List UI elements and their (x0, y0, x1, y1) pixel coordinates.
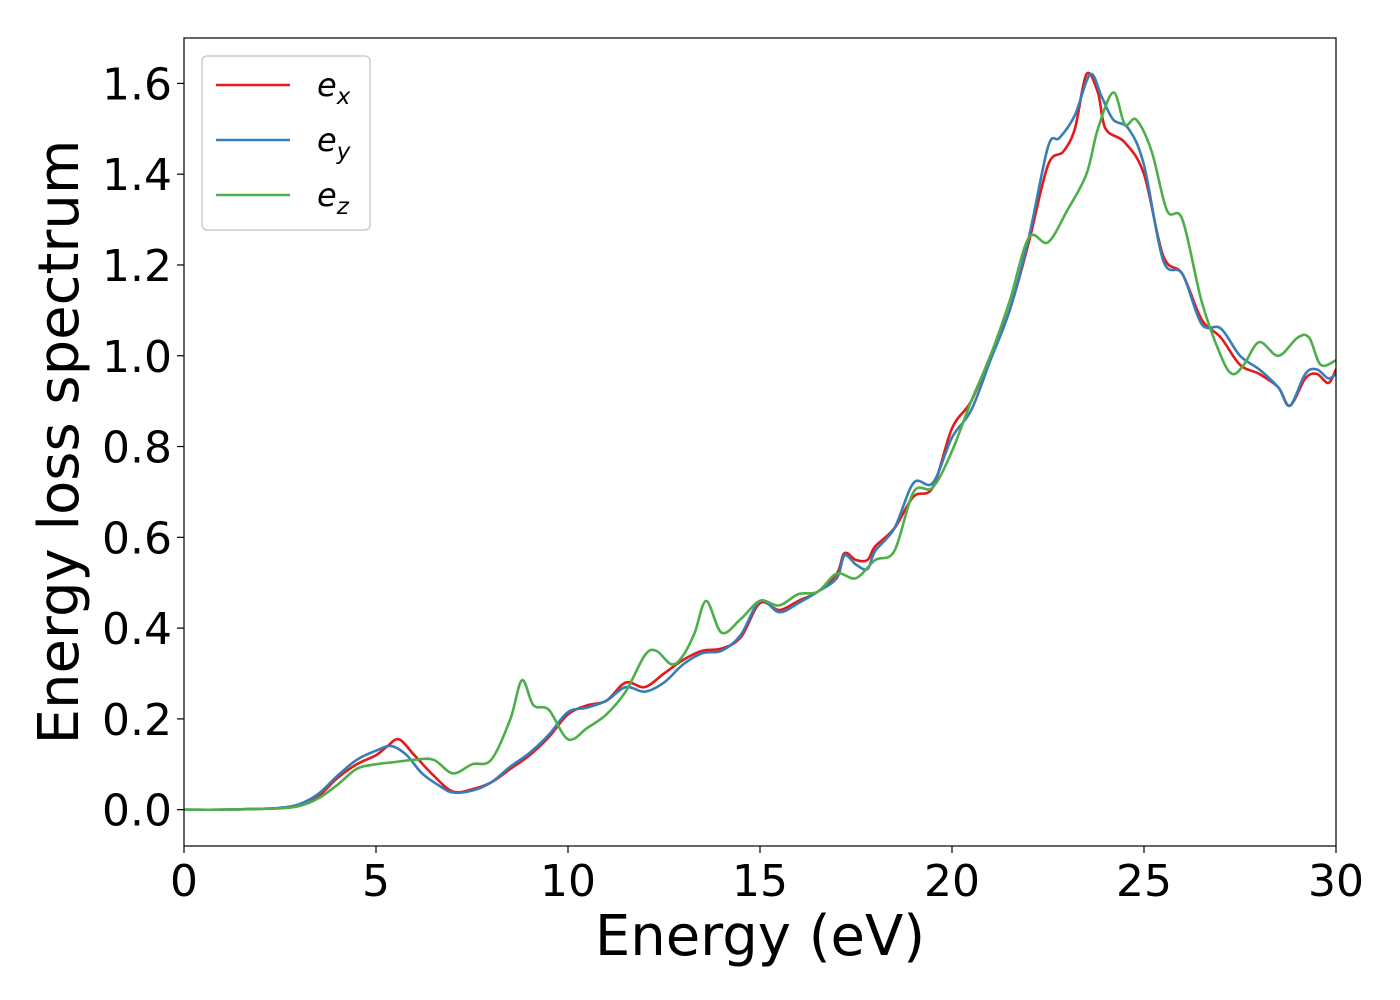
x-tick-label: 30 (1308, 856, 1364, 907)
y-tick-label: 0.2 (102, 695, 172, 746)
y-axis-ticks: 0.0 0.2 0.4 0.6 0.8 1.0 1.2 1.4 1.6 (102, 59, 184, 837)
x-tick-label: 20 (924, 856, 980, 907)
y-tick-label: 0.8 (102, 423, 172, 474)
legend-label-ex: ex (317, 66, 351, 110)
series-line-ez (184, 91, 1336, 812)
y-tick-label: 1.2 (102, 241, 172, 292)
series-line-ex (184, 71, 1336, 812)
x-tick-label: 5 (362, 856, 390, 907)
x-tick-label: 15 (732, 856, 788, 907)
legend-label-ey: ey (317, 121, 351, 165)
y-tick-label: 1.6 (102, 59, 172, 110)
x-tick-label: 25 (1116, 856, 1172, 907)
legend-box (201, 55, 371, 231)
y-tick-label: 0.4 (102, 604, 172, 655)
x-axis-title: Energy (eV) (595, 904, 925, 969)
series-layer (184, 71, 1336, 812)
y-tick-label: 0.0 (102, 786, 172, 837)
x-tick-label: 10 (540, 856, 596, 907)
y-tick-label: 1.4 (102, 150, 172, 201)
legend: ex ey ez (201, 55, 371, 231)
y-axis-title: Energy loss spectrum (27, 140, 92, 745)
x-axis-ticks: 0 5 10 15 20 25 30 (170, 846, 1364, 907)
series-line-ey (184, 72, 1336, 812)
y-tick-label: 0.6 (102, 513, 172, 564)
y-tick-label: 1.0 (102, 332, 172, 383)
legend-label-ez: ez (317, 176, 350, 220)
x-tick-label: 0 (170, 856, 198, 907)
